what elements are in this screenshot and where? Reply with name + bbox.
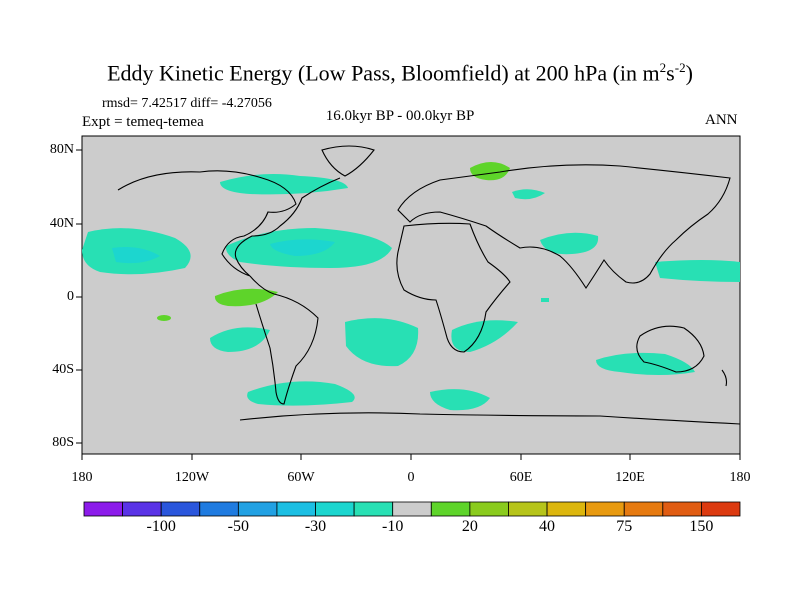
lat-label-80s: 80S	[52, 435, 74, 450]
greenland-outline	[321, 145, 375, 177]
region-northwest-pacific	[655, 260, 740, 282]
lon-label-180-left: 180	[71, 470, 93, 485]
region-south-atlantic	[345, 318, 419, 367]
colorbar-swatch	[662, 501, 702, 517]
lon-label-120w: 120W	[174, 470, 210, 485]
new-zealand-outline	[721, 369, 728, 387]
lon-label-60e: 60E	[509, 470, 533, 485]
eurasia-outline	[397, 164, 731, 290]
colorbar-swatch	[469, 501, 509, 517]
colorbar-label: 40	[539, 518, 556, 535]
lat-label-40n: 40N	[49, 216, 74, 231]
colorbar-label: -30	[304, 518, 327, 535]
colorbar-swatch	[392, 501, 432, 517]
lon-label-60w: 60W	[287, 470, 315, 485]
region-north-atlantic-core	[270, 239, 335, 256]
map-background	[81, 135, 741, 455]
colorbar-label: 75	[616, 518, 633, 535]
region-barents-sea	[470, 162, 510, 181]
axis-ticks	[76, 149, 741, 460]
lon-label-180-right: 180	[729, 470, 751, 485]
africa-outline	[396, 222, 511, 353]
colorbar-label: -10	[382, 518, 404, 535]
colorbar-swatch	[430, 501, 471, 517]
south-america-outline	[249, 275, 319, 405]
colorbar-swatch	[701, 501, 741, 517]
lon-label-0: 0	[407, 470, 415, 485]
colorbar-swatch	[237, 501, 278, 517]
colorbar	[83, 501, 741, 517]
region-north-pacific-core	[112, 247, 160, 264]
australia-outline	[636, 325, 705, 373]
stats-text: rmsd= 7.42517 diff= -4.27056	[102, 96, 272, 111]
colorbar-swatch	[315, 501, 355, 517]
region-tropical-east-pacific	[214, 288, 278, 307]
coastlines	[117, 145, 741, 425]
colorbar-swatch	[585, 501, 625, 517]
region-drake-passage	[247, 381, 355, 406]
region-indian-ocean-dot	[541, 298, 549, 302]
colorbar-swatch	[160, 501, 201, 517]
colorbar-swatch	[623, 501, 664, 517]
region-southern-africa	[451, 320, 518, 352]
antarctica-outline	[239, 412, 741, 425]
region-south-atlantic-sector	[430, 389, 490, 411]
colorbar-swatch	[122, 501, 162, 517]
lat-label-80n: 80N	[49, 142, 74, 157]
lon-label-120e: 120E	[615, 470, 645, 485]
colorbar-swatch	[353, 501, 394, 517]
lat-label-40s: 40S	[52, 362, 74, 377]
colorbar-swatch	[508, 501, 548, 517]
season-label: ANN	[705, 112, 738, 128]
colorbar-label: 20	[461, 518, 478, 535]
colorbar-label: -100	[146, 518, 176, 535]
region-northern-eurasia	[512, 189, 545, 200]
region-small-pacific	[157, 315, 171, 321]
period-label: 16.0kyr BP - 00.0kyr BP	[325, 108, 475, 124]
colorbar-label: -50	[227, 518, 249, 535]
colorbar-swatch	[83, 501, 123, 517]
region-central-asia	[540, 232, 599, 255]
chart-title: Eddy Kinetic Energy (Low Pass, Bloomfiel…	[107, 60, 693, 86]
region-south-pacific-west	[210, 327, 270, 352]
lat-label-0: 0	[67, 289, 74, 304]
colorbar-swatch	[546, 501, 587, 517]
colorbar-label: 150	[689, 518, 714, 535]
colorbar-swatch	[276, 501, 316, 517]
north-america-outline	[117, 170, 341, 277]
colorbar-swatch	[199, 501, 239, 517]
experiment-label: Expt = temeq-temea	[82, 114, 204, 130]
